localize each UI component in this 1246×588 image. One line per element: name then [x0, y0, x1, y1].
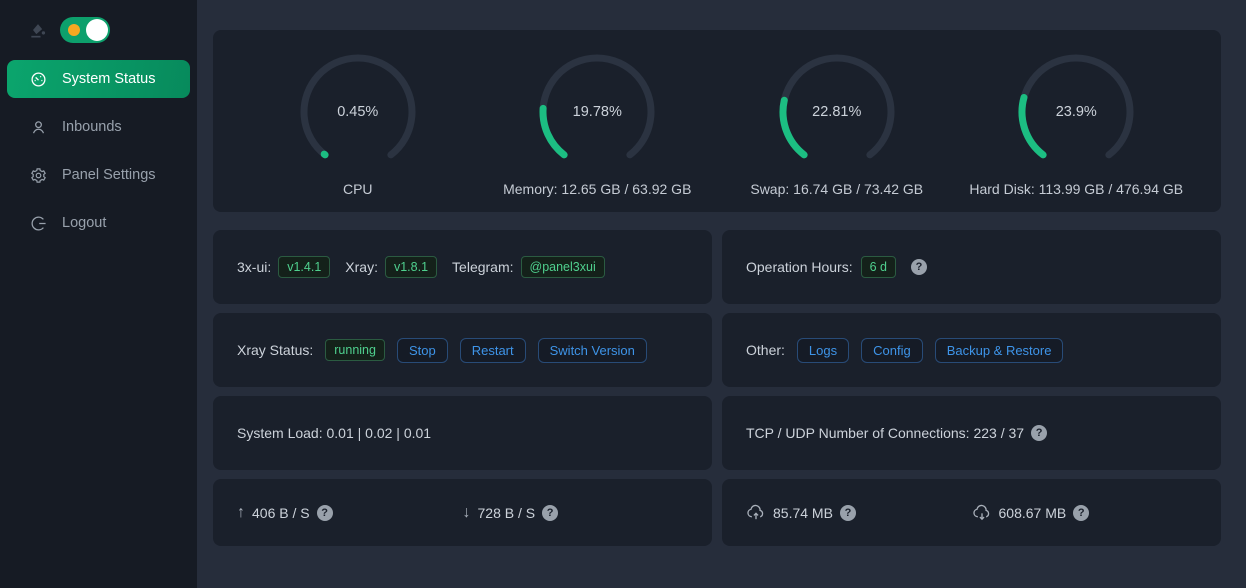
connections-text: TCP / UDP Number of Connections: 223 / 3… [746, 425, 1025, 441]
xray-status-badge: running [325, 339, 385, 361]
other-actions-card: Other: Logs Config Backup & Restore [722, 313, 1221, 387]
sidebar-item-label: System Status [62, 71, 156, 87]
system-gauges-card: 0.45% CPU 19.78% Memory: 12.65 GB / 63.9… [213, 30, 1221, 212]
info-cards-grid: 3x-ui: v1.4.1 Xray: v1.8.1 Telegram: @pa… [213, 230, 1221, 546]
telegram-link-tag[interactable]: @panel3xui [520, 256, 605, 278]
sidebar: System Status Inbounds [0, 0, 197, 588]
switch-version-button[interactable]: Switch Version [537, 337, 647, 363]
sidebar-item-panel-settings[interactable]: Panel Settings [7, 156, 190, 194]
gauge-percent: 23.9% [1055, 103, 1097, 120]
download-speed-value: 728 B / S [477, 504, 536, 521]
main-content: 0.45% CPU 19.78% Memory: 12.65 GB / 63.9… [197, 0, 1246, 588]
panel-version-label: 3x-ui: [237, 259, 272, 275]
cloud-upload-icon [746, 504, 766, 521]
toggle-knob [86, 19, 108, 41]
versions-card: 3x-ui: v1.4.1 Xray: v1.8.1 Telegram: @pa… [213, 230, 712, 304]
cloud-download-icon [972, 504, 992, 521]
other-label: Other: [746, 342, 785, 358]
arrow-up-icon: ↑ [237, 503, 245, 521]
operation-hours-label: Operation Hours: [746, 259, 853, 275]
gauge-percent: 0.45% [337, 103, 379, 120]
traffic-totals-card: 85.74 MB ? 608.67 MB ? [722, 479, 1221, 546]
gauge-label: Hard Disk: 113.99 GB / 476.94 GB [969, 180, 1184, 197]
stop-button[interactable]: Stop [396, 337, 448, 363]
sidebar-item-system-status[interactable]: System Status [7, 60, 190, 98]
sidebar-menu: System Status Inbounds [0, 60, 197, 242]
gauge-hard-disk: 23.9% Hard Disk: 113.99 GB / 476.94 GB [957, 30, 1197, 212]
total-download: 608.67 MB ? [972, 504, 1198, 521]
gauge-swap: 22.81% Swap: 16.74 GB / 73.42 GB [717, 30, 957, 212]
arrow-down-icon: ↓ [462, 503, 471, 521]
gauge-label: CPU [342, 180, 373, 197]
backup-restore-button[interactable]: Backup & Restore [934, 337, 1064, 363]
gear-icon [30, 167, 47, 184]
config-button[interactable]: Config [861, 337, 923, 363]
question-icon[interactable]: ? [1031, 425, 1048, 441]
network-speed-card: ↑ 406 B / S ? ↓ 728 B / S ? [213, 479, 712, 546]
question-icon[interactable]: ? [1073, 504, 1090, 521]
xray-status-card: Xray Status: running Stop Restart Switch… [213, 313, 712, 387]
system-load-text: System Load: 0.01 | 0.02 | 0.01 [237, 425, 432, 441]
sidebar-item-label: Panel Settings [62, 167, 156, 183]
user-icon [30, 119, 47, 136]
sidebar-item-inbounds[interactable]: Inbounds [7, 108, 190, 146]
gauge-percent: 22.81% [812, 103, 862, 120]
question-icon[interactable]: ? [542, 504, 559, 521]
operation-hours-card: Operation Hours: 6 d ? [722, 230, 1221, 304]
xray-status-label: Xray Status: [237, 342, 314, 358]
xray-version-tag: v1.8.1 [384, 256, 438, 278]
theme-color-icon[interactable] [28, 20, 48, 40]
gauge-percent: 19.78% [572, 103, 622, 120]
sidebar-item-label: Logout [62, 215, 107, 231]
operation-hours-tag: 6 d [860, 256, 896, 278]
upload-speed-value: 406 B / S [252, 504, 310, 521]
connections-card: TCP / UDP Number of Connections: 223 / 3… [722, 396, 1221, 470]
gauge-label: Memory: 12.65 GB / 63.92 GB [503, 180, 692, 197]
dashboard-icon [30, 71, 47, 88]
gauge-label: Swap: 16.74 GB / 73.42 GB [750, 180, 924, 197]
xray-version-label: Xray: [345, 259, 378, 275]
download-speed: ↓ 728 B / S ? [463, 504, 689, 522]
restart-button[interactable]: Restart [459, 337, 526, 363]
dark-mode-toggle[interactable] [60, 17, 110, 43]
sun-icon [68, 24, 80, 36]
question-icon[interactable]: ? [911, 259, 927, 275]
panel-version-tag: v1.4.1 [278, 256, 331, 278]
gauge-cpu: 0.45% CPU [238, 30, 478, 212]
total-upload: 85.74 MB ? [746, 504, 972, 521]
total-download-value: 608.67 MB [998, 504, 1067, 521]
gauge-memory: 19.78% Memory: 12.65 GB / 63.92 GB [478, 30, 718, 212]
question-icon[interactable]: ? [316, 504, 333, 521]
question-icon[interactable]: ? [839, 504, 856, 521]
logout-icon [30, 215, 47, 232]
logs-button[interactable]: Logs [796, 337, 850, 363]
telegram-label: Telegram: [452, 259, 514, 275]
sidebar-item-logout[interactable]: Logout [7, 204, 190, 242]
upload-speed: ↑ 406 B / S ? [237, 504, 463, 522]
total-upload-value: 85.74 MB [773, 504, 833, 521]
sidebar-header [0, 0, 197, 43]
system-load-card: System Load: 0.01 | 0.02 | 0.01 [213, 396, 712, 470]
sidebar-item-label: Inbounds [62, 119, 122, 135]
